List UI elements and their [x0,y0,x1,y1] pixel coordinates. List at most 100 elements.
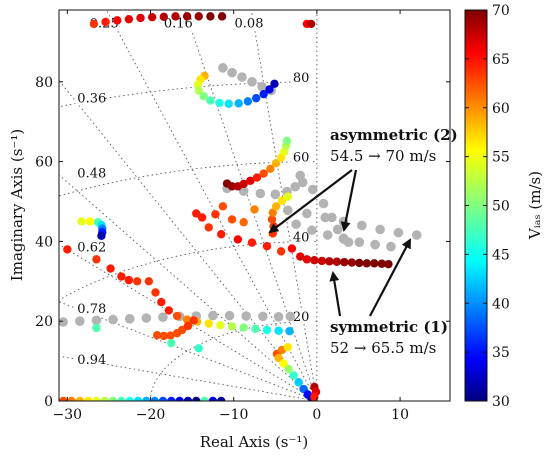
gray-pole-point [124,314,135,324]
colored-pole-point [106,264,115,273]
gray-pole-point [290,181,301,192]
x-ticks: −30 −20 −10 0 10 [53,10,409,423]
gray-pole-point [237,72,247,82]
colored-pole-point [262,241,272,251]
y-tick-label: 40 [35,234,53,250]
colored-pole-point [92,255,101,264]
colored-pole-point [227,182,237,191]
colored-pole-point [287,244,297,253]
colored-pole-point [239,323,248,332]
gray-pole-point [318,198,329,209]
damping-label-bg [75,352,106,367]
colored-pole-point [100,396,109,401]
gray-pole-point [224,310,235,321]
arrow-symmetric-left [329,271,342,317]
colored-pole-point [282,136,292,146]
damping-label: 0.62 [77,240,106,255]
colored-pole-point [192,396,201,401]
colored-pole-point [377,259,386,268]
colored-pole-point [247,238,257,247]
colored-pole-point [144,277,154,286]
colored-pole-point [183,321,193,331]
gray-pole-point [393,227,404,238]
gray-pole-point [247,77,257,87]
colored-pole-point [271,202,281,211]
colored-pole-point [206,96,215,105]
x-tick-label: −10 [219,407,249,423]
damping-label-bg [75,240,106,255]
damping-label: 0.08 [235,17,264,32]
colored-pole-point [215,98,224,108]
colored-pole-point [233,235,243,244]
colorbar-tick-label: 30 [492,394,510,410]
gray-pole-point [273,312,284,322]
colored-pole-point [217,396,226,401]
gray-pole-point [375,224,385,235]
gray-pole-point [158,312,168,323]
colored-pole-point [59,396,68,401]
colored-pole-point [271,159,281,168]
colored-pole-point [67,396,76,401]
colored-pole-point [83,396,93,401]
gray-pole-point [332,224,343,235]
colored-pole-point [200,396,209,401]
colored-pole-point [266,164,275,173]
colored-pole-point [217,12,227,21]
gray-pole-point [338,234,349,244]
colorbar-tick-label: 60 [492,101,510,117]
colored-pole-point [152,330,162,340]
colored-pole-point [355,258,364,268]
colored-pole-point [133,396,143,401]
pole-points [59,12,422,401]
colored-pole-point [183,396,193,401]
colorbar-tick-label: 50 [492,199,510,215]
arrow-symmetric-right [369,238,411,317]
gray-pole-point [258,311,268,322]
damping-label-bg [75,91,106,106]
colored-pole-point [262,325,272,335]
colored-pole-point [124,275,134,285]
annotation-symmetric: symmetric (1) 52 → 65.5 m/s [329,238,448,357]
colored-pole-point [172,311,182,321]
colored-pole-point [370,259,379,268]
colored-pole-point [243,97,253,106]
colored-pole-point [216,320,225,330]
colored-pole-point [117,272,126,281]
colored-pole-point [117,396,126,401]
colored-pole-point [302,255,312,264]
damping-label: 0.36 [77,92,106,107]
colored-pole-point [332,257,342,266]
colored-pole-point [279,359,288,368]
colored-pole-point [284,364,293,374]
colored-pole-point [283,342,292,352]
colored-pole-point [157,297,166,307]
colored-pole-point [125,396,134,401]
colored-pole-point [234,99,243,108]
y-tick-label: 60 [35,155,53,171]
colored-pole-point [347,258,357,267]
colored-pole-point [97,231,106,241]
colored-pole-point [75,396,84,401]
colored-pole-point [77,217,86,226]
frequency-label-bg [290,150,313,165]
damping-label-bg [161,16,192,31]
colored-pole-point [194,12,203,21]
colored-pole-point [250,205,259,214]
colored-pole-point [317,256,327,266]
annotation-asymmetric-title: asymmetric (2) [330,126,458,144]
colored-pole-point [199,91,208,101]
colored-pole-point [167,396,176,401]
colorbar-tick-label: 55 [492,150,510,166]
colored-pole-point [133,277,142,286]
colored-pole-point [283,192,292,201]
colored-pole-point [246,176,255,185]
gray-pole-point [141,313,152,323]
colored-pole-point [217,230,226,239]
colored-pole-point [101,17,110,27]
gray-pole-point [257,81,267,92]
colored-pole-point [252,173,262,182]
damping-label: 0.78 [77,302,106,317]
colored-pole-point [340,257,349,267]
colored-pole-point [194,344,203,353]
